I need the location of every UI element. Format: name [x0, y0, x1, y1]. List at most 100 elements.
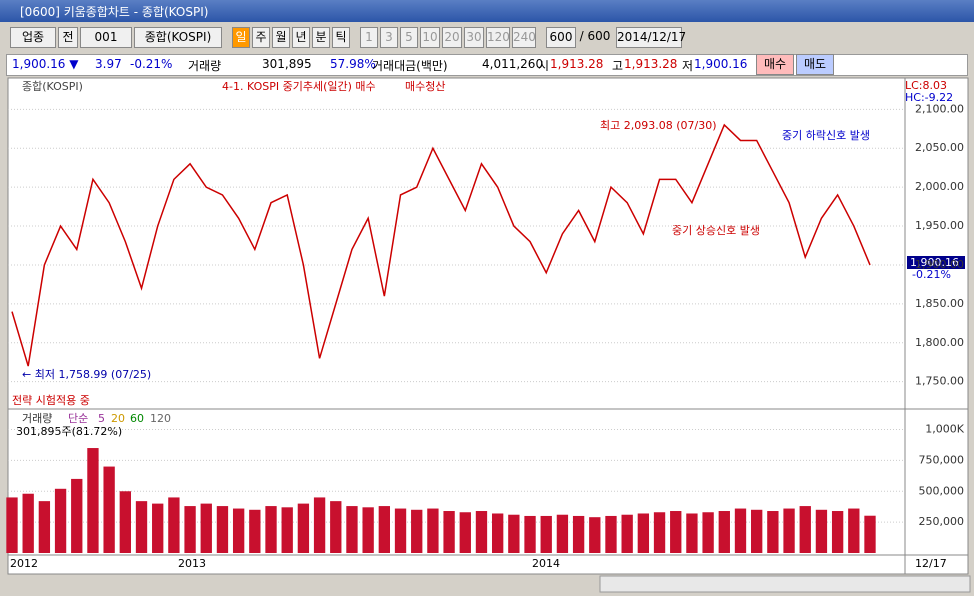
legend-strategy-exit: 매수청산	[405, 80, 445, 93]
info-open: 1,913.28	[550, 57, 604, 71]
last-price: 1,900.16	[910, 256, 959, 269]
last-box	[907, 256, 965, 269]
annotation-up: 중기 상승신호 발생	[672, 224, 760, 237]
toolbar-item[interactable]: 3	[380, 27, 398, 48]
toolbar-item[interactable]: 5	[400, 27, 418, 48]
volume-bar	[491, 513, 504, 553]
volume-bar	[605, 515, 617, 553]
volume-bar	[686, 513, 698, 553]
vol-legend-60: 60	[130, 412, 144, 425]
toolbar-item[interactable]: 2014/12/17	[616, 27, 686, 48]
toolbar-item[interactable]: 주	[252, 27, 270, 48]
toolbar-item[interactable]: / 600	[579, 29, 611, 43]
y-tick-label: 1,850.00	[915, 297, 964, 310]
toolbar-item[interactable]: 전	[58, 27, 78, 48]
toolbar-item[interactable]: 월	[272, 27, 290, 48]
annotation-testing: 전략 시험적용 중	[12, 394, 90, 407]
info-low: 1,900.16	[694, 57, 748, 71]
y-tick-label: 1,950.00	[915, 219, 964, 232]
volume-bar	[653, 512, 666, 553]
info-open-label: 시	[538, 59, 550, 73]
toolbar-item[interactable]: 일	[232, 27, 250, 48]
info-high: 1,913.28	[624, 57, 678, 71]
volume-bar	[249, 509, 261, 553]
x-label: 2014	[532, 557, 560, 570]
y-tick-label: 2,000.00	[915, 180, 964, 193]
volume-bar	[572, 515, 585, 553]
volume-bar	[702, 512, 714, 553]
toolbar-item[interactable]: 1	[360, 27, 378, 48]
volume-bar	[524, 515, 536, 553]
title-bar	[0, 0, 974, 22]
info-sell[interactable]: 매도	[796, 54, 834, 75]
volume-bar	[799, 506, 811, 553]
volume-bar	[848, 508, 860, 553]
volume-bar	[637, 513, 650, 553]
toolbar-item[interactable]: 년	[292, 27, 310, 48]
toolbar-item[interactable]: 10	[420, 27, 440, 48]
y-tick-label: 2,050.00	[915, 141, 964, 154]
x-label: 2013	[178, 557, 206, 570]
legend-strategy: 4-1. KOSPI 중기추세(일간) 매수	[222, 79, 376, 93]
legend-hc: HC:-9.22	[905, 91, 953, 104]
volume-bar	[508, 514, 520, 553]
toolbar-item[interactable]: 600	[546, 27, 576, 48]
annotation-low: ← 최저 1,758.99 (07/25)	[22, 368, 151, 381]
info-amount: 4,011,260	[482, 57, 544, 71]
volume-bar	[216, 506, 229, 553]
y-tick-label: 1,900.00	[915, 258, 964, 271]
info-volume-rate: 57.98%	[330, 57, 376, 71]
toolbar-item[interactable]: 001	[80, 27, 132, 48]
annotation-down: 중기 하락신호 발생	[782, 128, 870, 142]
info-buy[interactable]: 매수	[756, 54, 794, 75]
toolbar-item[interactable]: 틱	[332, 27, 350, 48]
volume-bar	[168, 497, 180, 553]
volume-bar	[831, 511, 844, 553]
toolbar-item[interactable]: 120	[486, 27, 510, 48]
volume-bar	[313, 497, 326, 553]
volume-bar	[184, 506, 196, 553]
volume-bar	[767, 511, 779, 553]
info-row	[6, 54, 968, 76]
legend-symbol: 종합(KOSPI)	[22, 80, 83, 93]
volume-bar	[330, 501, 342, 553]
toolbar-item[interactable]: 30	[464, 27, 484, 48]
volume-bar	[734, 508, 747, 553]
volume-bar	[200, 503, 212, 553]
volume-bar	[22, 493, 34, 553]
volume-bar	[71, 478, 83, 553]
volume-bar	[443, 511, 455, 553]
volume-bar	[87, 448, 99, 553]
y-tick-label: 1,800.00	[915, 336, 964, 349]
toolbar-item[interactable]: 종합(KOSPI)	[134, 27, 222, 48]
toolbar-item[interactable]: 업종	[10, 27, 56, 48]
toolbar-item[interactable]: 20	[442, 27, 462, 48]
y-tick-label: 750,000	[919, 453, 965, 466]
y-tick-label: 1,000K	[925, 423, 964, 436]
vol-current: 301,895주(81.72%)	[16, 425, 122, 438]
x-label: 12/17	[915, 557, 947, 570]
y-tick-label: 250,000	[919, 515, 965, 528]
volume-bar	[38, 501, 51, 553]
vol-legend-20: 20	[111, 412, 125, 425]
vol-legend-name: 거래량	[22, 412, 52, 425]
info-amount-label: 거래대금(백만)	[372, 59, 448, 73]
volume-bar	[540, 515, 552, 553]
volume-bar	[103, 466, 115, 553]
chart-panel	[7, 77, 969, 575]
toolbar-item[interactable]: 240	[512, 27, 536, 48]
price-line	[11, 123, 871, 367]
volume-bar	[589, 517, 601, 553]
volume-bar	[152, 503, 164, 553]
volume-bar	[6, 497, 18, 553]
info-change: 3.97	[95, 57, 122, 71]
toolbar-item[interactable]: 분	[312, 27, 330, 48]
volume-bar	[411, 509, 423, 553]
volume-bar	[54, 488, 67, 553]
scroll-bar[interactable]	[599, 575, 971, 593]
volume-bar	[556, 514, 569, 553]
volume-bar	[670, 511, 682, 553]
info-volume: 301,895	[262, 57, 312, 71]
